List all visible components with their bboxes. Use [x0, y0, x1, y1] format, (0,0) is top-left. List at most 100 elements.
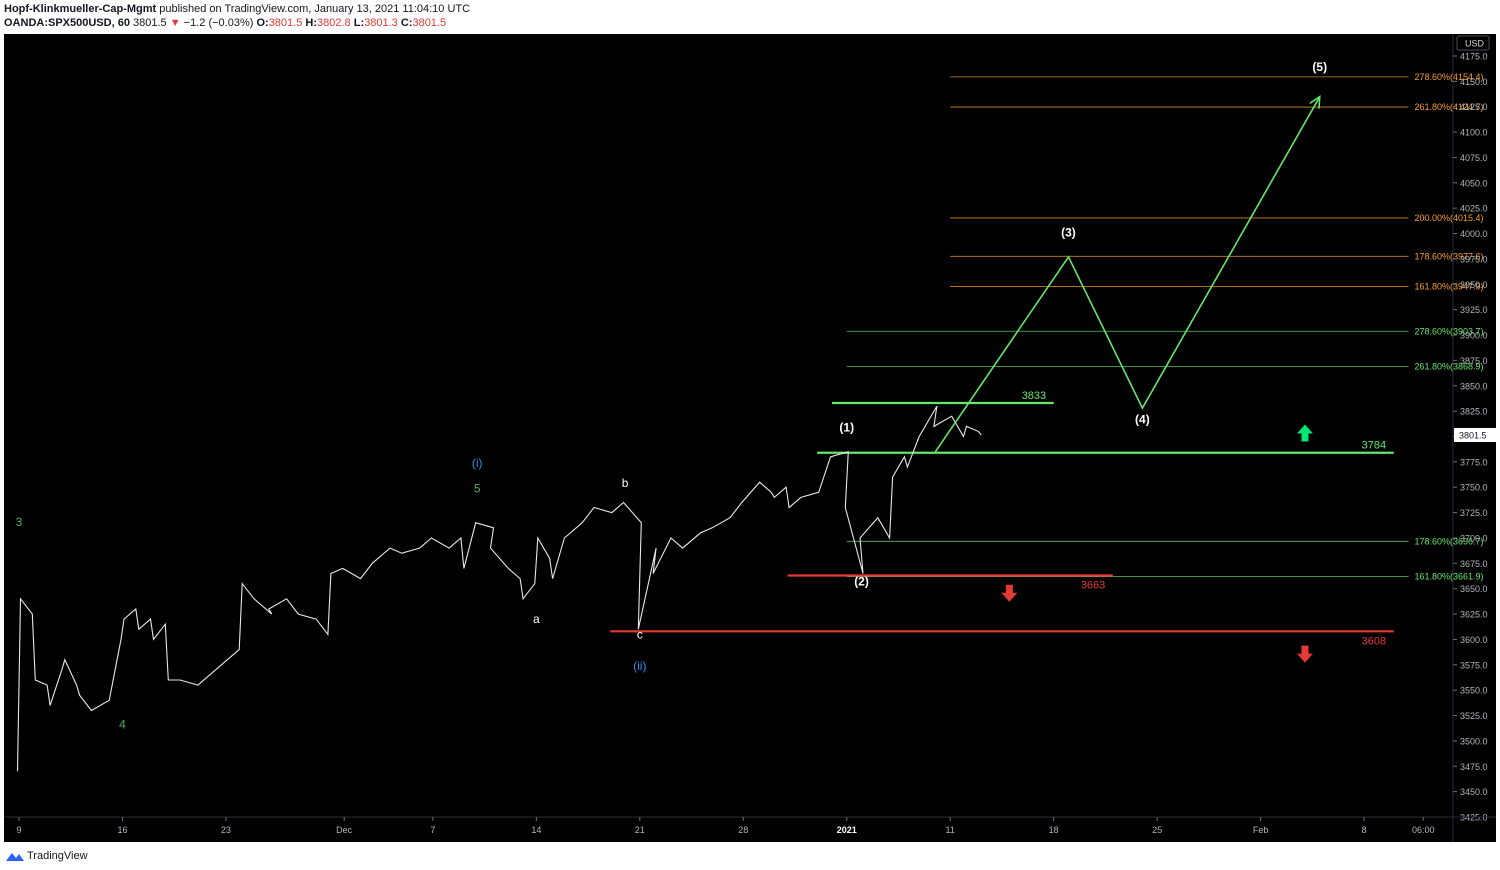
x-tick-label: 25 [1152, 825, 1162, 835]
currency-box [1456, 35, 1490, 51]
wave-label: 5 [474, 481, 481, 495]
x-tick-label: 16 [117, 825, 127, 835]
current-price-tag [1454, 427, 1496, 442]
down-arrow-icon [1296, 645, 1313, 663]
y-tick-label: 4150.0 [1460, 77, 1488, 87]
published-text: published on TradingView.com, January 13… [159, 3, 471, 15]
fib-level-label: 178.60%(3977.6) [1414, 251, 1483, 261]
open-value: 3801.5 [268, 17, 303, 29]
open-label: O: [256, 17, 269, 29]
x-tick-label: 2021 [837, 825, 857, 835]
projection-path [934, 96, 1321, 453]
fib-level-label: 278.60%(3903.7) [1414, 326, 1483, 336]
price-change: −1.2 (−0.03%) [183, 17, 254, 29]
down-arrow-icon [1001, 584, 1018, 602]
chart-header: Hopf-Klinkmueller-Cap-Mgmt published on … [0, 0, 1500, 34]
publish-line: Hopf-Klinkmueller-Cap-Mgmt published on … [4, 3, 470, 15]
fib-level-label: 261.80%(3868.9) [1414, 362, 1483, 372]
symbol-label[interactable]: OANDA:SPX500USD, 60 [4, 17, 130, 29]
y-tick-label: 3575.0 [1460, 660, 1488, 670]
y-tick-label: 4100.0 [1460, 128, 1488, 138]
x-tick-label: 9 [16, 825, 21, 835]
up-arrow-icon [1296, 424, 1313, 442]
x-tick-label: Dec [336, 825, 353, 835]
y-tick-label: 3700.0 [1460, 533, 1488, 543]
y-tick-label: 3625.0 [1460, 610, 1488, 620]
y-tick-label: 3675.0 [1460, 559, 1488, 569]
x-tick-label: 8 [1362, 825, 1367, 835]
y-tick-label: 3650.0 [1460, 584, 1488, 594]
y-tick-label: 4000.0 [1460, 229, 1488, 239]
wave-label: (1) [839, 420, 854, 434]
fib-level-label: 278.60%(4154.4) [1414, 72, 1483, 82]
y-tick-label: 3550.0 [1460, 686, 1488, 696]
price-chart[interactable]: 278.60%(4154.4) 261.80%(4124.7) 200.00%(40… [4, 34, 1496, 842]
wave-label: b [622, 476, 629, 490]
x-tick-label: 06:00 [1412, 825, 1435, 835]
high-value: 3802.8 [317, 17, 351, 29]
x-tick-label: 7 [430, 825, 435, 835]
wave-label: (2) [854, 575, 869, 589]
wave-label: (i) [472, 456, 483, 470]
last-price: 3801.5 [133, 17, 167, 29]
wave-label: a [533, 612, 540, 626]
y-tick-label: 4075.0 [1460, 153, 1488, 163]
author-name[interactable]: Hopf-Klinkmueller-Cap-Mgmt [4, 3, 157, 15]
y-tick-label: 3875.0 [1460, 356, 1488, 366]
close-label: C: [400, 17, 413, 29]
high-label: H: [305, 17, 318, 29]
down-triangle-icon: ▼ [169, 17, 181, 29]
y-tick-label: 3850.0 [1460, 381, 1488, 391]
chart-area[interactable]: 278.60%(4154.4) 261.80%(4124.7) 200.00%(40… [4, 34, 1496, 842]
tradingview-logo-icon[interactable] [5, 850, 25, 862]
x-tick-label: 18 [1049, 825, 1059, 835]
key-level-label: 3608 [1362, 635, 1386, 647]
y-tick-label: 3525.0 [1460, 711, 1488, 721]
y-tick-label: 3825.0 [1460, 407, 1488, 417]
close-value: 3801.5 [412, 17, 447, 29]
y-tick-label: 3750.0 [1460, 483, 1488, 493]
key-level-label: 3663 [1081, 580, 1105, 592]
x-tick-label: 11 [946, 825, 955, 835]
y-tick-label: 3725.0 [1460, 508, 1488, 518]
x-tick-label: 21 [635, 825, 645, 835]
y-tick-label: 3975.0 [1460, 254, 1488, 264]
fib-level-label: 200.00%(4015.4) [1414, 213, 1483, 223]
x-tick-label: 28 [738, 825, 748, 835]
y-tick-label: 4125.0 [1460, 102, 1488, 112]
price-series-line [16, 405, 982, 772]
chart-footer: TradingView [0, 842, 1500, 870]
key-level-label: 3784 [1362, 440, 1386, 452]
key-level-label: 3833 [1022, 390, 1046, 402]
wave-label: (3) [1061, 226, 1076, 240]
y-tick-label: 3950.0 [1460, 280, 1488, 290]
wave-label: c [637, 627, 643, 641]
x-tick-label: 14 [531, 825, 541, 835]
current-price-label: 3801.5 [1459, 430, 1487, 440]
y-tick-label: 4025.0 [1460, 204, 1488, 214]
wave-label: (5) [1312, 60, 1327, 74]
ohlc-line: OANDA:SPX500USD, 60 3801.5 ▼ −1.2 (−0.03… [4, 17, 446, 29]
currency-label: USD [1465, 39, 1485, 49]
fib-level-label: 261.80%(4124.7) [1414, 102, 1483, 112]
y-tick-label: 3900.0 [1460, 331, 1488, 341]
y-tick-label: 4050.0 [1460, 178, 1488, 188]
fib-level-label: 161.80%(3661.9) [1414, 572, 1483, 582]
x-tick-label: 23 [221, 825, 231, 835]
y-tick-label: 3475.0 [1460, 762, 1488, 772]
low-label: L: [353, 17, 365, 29]
x-tick-label: Feb [1253, 825, 1269, 835]
fib-level-label: 161.80%(3947.9) [1414, 281, 1483, 291]
brand-label[interactable]: TradingView [27, 850, 88, 862]
wave-label: (ii) [633, 659, 646, 673]
low-value: 3801.3 [364, 17, 398, 29]
fib-level-label: 178.60%(3696.7) [1414, 536, 1483, 546]
projection-arrowhead [1309, 94, 1321, 109]
wave-label: 3 [16, 515, 23, 529]
y-tick-label: 3450.0 [1460, 787, 1488, 797]
wave-label: (4) [1135, 412, 1150, 426]
y-tick-label: 3775.0 [1460, 457, 1488, 467]
y-tick-label: 4175.0 [1460, 52, 1488, 62]
wave-label: 4 [119, 718, 126, 732]
y-tick-label: 3600.0 [1460, 635, 1488, 645]
